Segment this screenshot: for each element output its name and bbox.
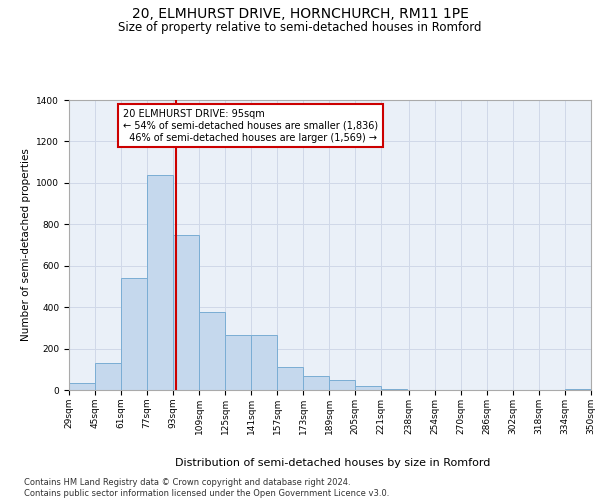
Bar: [355, 386, 381, 390]
Text: Contains HM Land Registry data © Crown copyright and database right 2024.
Contai: Contains HM Land Registry data © Crown c…: [24, 478, 389, 498]
Bar: [565, 389, 591, 390]
Bar: [95, 363, 121, 390]
Bar: [303, 376, 329, 390]
Text: Distribution of semi-detached houses by size in Romford: Distribution of semi-detached houses by …: [175, 458, 491, 468]
Bar: [277, 367, 303, 390]
Text: Size of property relative to semi-detached houses in Romford: Size of property relative to semi-detach…: [118, 21, 482, 34]
Bar: [173, 234, 199, 390]
Bar: [225, 335, 251, 390]
Bar: [69, 383, 95, 390]
Bar: [251, 335, 277, 390]
Bar: [147, 174, 173, 390]
Text: 20 ELMHURST DRIVE: 95sqm
← 54% of semi-detached houses are smaller (1,836)
  46%: 20 ELMHURST DRIVE: 95sqm ← 54% of semi-d…: [122, 110, 378, 142]
Bar: [121, 278, 147, 390]
Text: 20, ELMHURST DRIVE, HORNCHURCH, RM11 1PE: 20, ELMHURST DRIVE, HORNCHURCH, RM11 1PE: [131, 8, 469, 22]
Bar: [199, 312, 225, 390]
Y-axis label: Number of semi-detached properties: Number of semi-detached properties: [21, 148, 31, 342]
Bar: [381, 389, 407, 390]
Bar: [329, 380, 355, 390]
